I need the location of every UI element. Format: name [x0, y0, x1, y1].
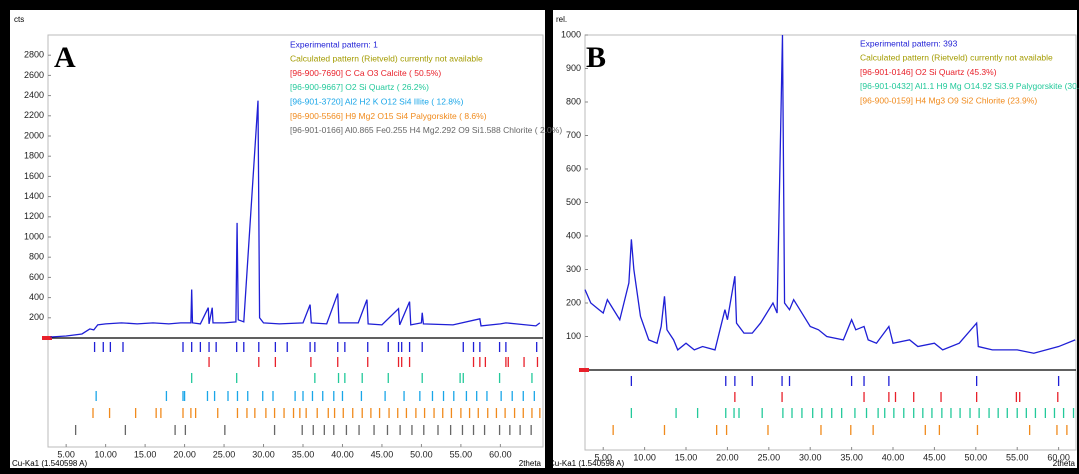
legend-entry: [96-900-0159] H4 Mg3 O9 Si2 Chlorite (23… [860, 95, 1037, 105]
plot-frame [47, 34, 544, 448]
legend-entry: [96-901-3720] Al2 H2 K O12 Si4 Illite ( … [290, 96, 464, 106]
legend-entry: [96-900-5566] H9 Mg2 O15 Si4 Palygorskit… [290, 111, 487, 121]
y-tick-label: 200 [29, 312, 44, 322]
y-axis-label: rel. [556, 15, 567, 24]
panel-a-background [10, 10, 545, 468]
y-tick-label: 1200 [24, 211, 44, 221]
legend-entry: Experimental pattern: 393 [860, 38, 958, 48]
y-tick-label: 700 [566, 130, 581, 140]
x-tick-label: 5.00 [594, 452, 612, 462]
x-tick-label: 15.00 [675, 452, 698, 462]
x-tick-label: 60.00 [489, 449, 512, 459]
y-tick-label: 300 [566, 264, 581, 274]
x-tick-label: 10.00 [633, 452, 656, 462]
legend-entry: Experimental pattern: 1 [290, 39, 378, 49]
legend-note: Calculated pattern (Rietveld) currently … [290, 54, 483, 64]
experimental-pattern [584, 34, 1076, 354]
y-tick-label: 500 [566, 197, 581, 207]
y-tick-label: 1000 [24, 231, 44, 241]
x-tick-label: 55.00 [450, 449, 473, 459]
y-tick-label: 800 [566, 96, 581, 106]
zero-marker [579, 368, 589, 372]
x-tick-label: 45.00 [923, 452, 946, 462]
panel-b-background [553, 10, 1077, 468]
x-tick-label: 20.00 [716, 452, 739, 462]
y-tick-label: 1800 [24, 151, 44, 161]
x-tick-label: 30.00 [799, 452, 822, 462]
y-tick-label: 600 [29, 272, 44, 282]
y-tick-label: 1400 [24, 191, 44, 201]
x-axis-label: 2theta [1053, 459, 1076, 468]
x-tick-label: 60.00 [1047, 452, 1070, 462]
y-tick-label: 100 [566, 331, 581, 341]
x-tick-label: 30.00 [252, 449, 275, 459]
panel-label: A [54, 41, 76, 74]
x-tick-label: 25.00 [213, 449, 236, 459]
x-tick-label: 50.00 [965, 452, 988, 462]
legend-entry: [96-900-7690] C Ca O3 Calcite ( 50.5%) [290, 68, 441, 78]
x-tick-label: 50.00 [410, 449, 433, 459]
legend-entry: [96-901-0432] Al1.1 H9 Mg O14.92 Si3.9 P… [860, 81, 1079, 91]
y-tick-label: 2800 [24, 50, 44, 60]
x-tick-label: 40.00 [882, 452, 905, 462]
y-tick-label: 400 [29, 292, 44, 302]
y-tick-label: 2200 [24, 110, 44, 120]
y-tick-label: 1600 [24, 171, 44, 181]
y-tick-label: 2000 [24, 130, 44, 140]
panel-label: B [586, 41, 606, 74]
zero-marker [42, 336, 52, 340]
plot-frame [584, 34, 1077, 451]
y-tick-label: 1000 [561, 29, 581, 39]
legend-entry: [96-900-9667] O2 Si Quartz ( 26.2%) [290, 82, 429, 92]
legend-note: Calculated pattern (Rietveld) currently … [860, 53, 1053, 63]
legend-entry: [96-901-0146] O2 Si Quartz (45.3%) [860, 67, 997, 77]
x-tick-label: 35.00 [840, 452, 863, 462]
x-tick-label: 10.00 [94, 449, 117, 459]
y-tick-label: 200 [566, 297, 581, 307]
wavelength-label: Cu-Ka1 (1.540598 A) [12, 459, 87, 468]
x-axis-label: 2theta [519, 459, 542, 468]
y-axis-label: cts [14, 15, 24, 24]
x-tick-label: 35.00 [292, 449, 315, 459]
y-tick-label: 2600 [24, 70, 44, 80]
x-tick-label: 5.00 [57, 449, 75, 459]
x-tick-label: 15.00 [134, 449, 157, 459]
legend-entry: [96-901-0166] Al0.865 Fe0.255 H4 Mg2.292… [290, 125, 562, 135]
x-tick-label: 20.00 [173, 449, 196, 459]
y-tick-label: 600 [566, 163, 581, 173]
x-tick-label: 55.00 [1006, 452, 1029, 462]
y-tick-label: 400 [566, 230, 581, 240]
x-tick-label: 40.00 [331, 449, 354, 459]
y-tick-label: 2400 [24, 90, 44, 100]
x-tick-label: 45.00 [371, 449, 394, 459]
experimental-pattern [50, 100, 541, 338]
x-tick-label: 25.00 [758, 452, 781, 462]
wavelength-label: Cu-Ka1 (1.540598 A) [549, 459, 624, 468]
y-tick-label: 900 [566, 63, 581, 73]
y-tick-label: 800 [29, 252, 44, 262]
